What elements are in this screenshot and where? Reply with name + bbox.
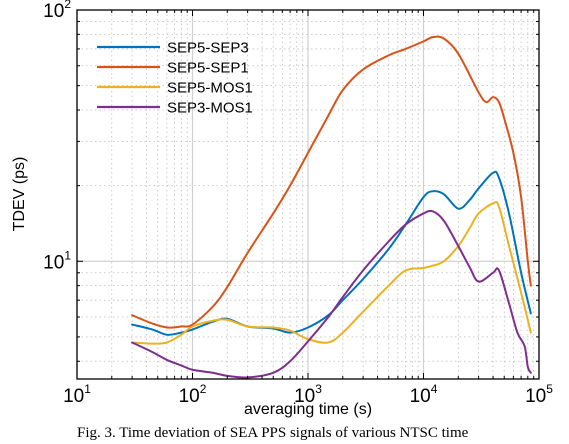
plot-frame	[76, 9, 540, 380]
series-line-sep5-sep1	[131, 35, 532, 329]
y-tick-label: 101	[43, 248, 71, 273]
series-line-sep5-mos1	[131, 200, 532, 345]
x-tick-label: 105	[525, 382, 553, 407]
legend-label-sep5-sep1: SEP5-SEP1	[167, 60, 249, 77]
grid	[76, 10, 539, 379]
x-tick-label: 102	[179, 382, 207, 407]
x-tick-label: 104	[410, 382, 438, 407]
legend: SEP5-SEP3 SEP5-SEP1 SEP5-MOS1 SEP3-MOS1	[97, 40, 253, 117]
legend-label-sep5-sep3: SEP5-SEP3	[167, 40, 249, 57]
figure-caption: Fig. 3. Time deviation of SEA PPS signal…	[0, 424, 569, 444]
x-tick-label: 101	[63, 382, 91, 407]
series-line-sep5-sep3	[131, 170, 532, 336]
legend-label-sep5-mos1: SEP5-MOS1	[167, 80, 253, 97]
caption-text: Fig. 3. Time deviation of SEA PPS signal…	[77, 425, 469, 441]
y-axis-label: TDEV (ps)	[11, 157, 28, 232]
series-group	[131, 35, 532, 379]
y-tick-label: 102	[43, 0, 71, 22]
x-axis-label: averaging time (s)	[244, 401, 372, 418]
x-tick-label: 103	[294, 382, 322, 407]
series-line-sep3-mos1	[131, 209, 532, 379]
legend-label-sep3-mos1: SEP3-MOS1	[167, 100, 253, 117]
